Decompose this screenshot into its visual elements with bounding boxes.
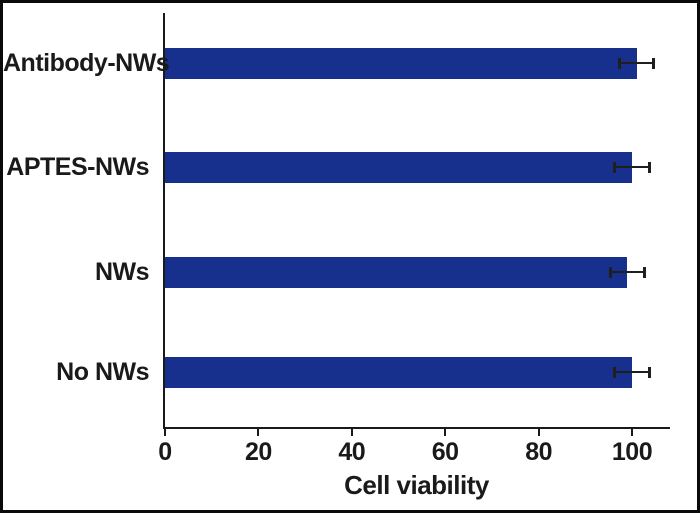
x-tick-label: 80 — [525, 438, 552, 466]
x-axis: 0 20 40 60 80 100 — [158, 429, 670, 473]
error-bar — [617, 57, 656, 69]
error-bar-cap — [617, 57, 621, 69]
x-tick — [164, 429, 166, 436]
bar — [165, 356, 632, 388]
x-tick-label: 20 — [244, 438, 272, 466]
x-axis-title: Cell viability — [344, 470, 489, 500]
error-bar-whisker — [613, 371, 651, 373]
x-tick — [257, 429, 260, 436]
error-bar — [613, 161, 651, 173]
category-label: APTES-NWs — [6, 153, 149, 181]
bar — [165, 47, 637, 79]
error-bar-cap — [652, 57, 656, 69]
category-label: NWs — [94, 258, 150, 286]
error-bar-whisker — [608, 271, 646, 273]
x-tick — [350, 429, 353, 436]
error-bar-cap — [613, 161, 617, 173]
error-bar — [613, 366, 651, 378]
x-tick-label: 100 — [611, 438, 653, 466]
bar — [165, 151, 632, 183]
category-label: No NWs — [56, 358, 149, 386]
error-bar-whisker — [613, 166, 651, 168]
x-tick-label: 60 — [431, 438, 459, 466]
error-bar-cap — [613, 366, 617, 378]
error-bar-cap — [643, 266, 646, 278]
x-tick — [444, 429, 447, 436]
error-bar-cap — [647, 366, 651, 378]
x-tick-label: 40 — [338, 438, 366, 466]
x-tick — [537, 429, 540, 436]
x-tick — [631, 429, 633, 436]
y-axis-labels: Antibody-NWs APTES-NWs NWs No NWs — [3, 3, 170, 510]
plot-area — [163, 13, 670, 429]
error-bar-cap — [608, 266, 612, 278]
x-tick-label: 0 — [158, 438, 172, 466]
error-bar-whisker — [617, 62, 656, 64]
error-bar-cap — [647, 161, 651, 173]
bar — [165, 256, 628, 288]
error-bar — [608, 266, 646, 278]
category-label: Antibody-NWs — [3, 49, 170, 77]
